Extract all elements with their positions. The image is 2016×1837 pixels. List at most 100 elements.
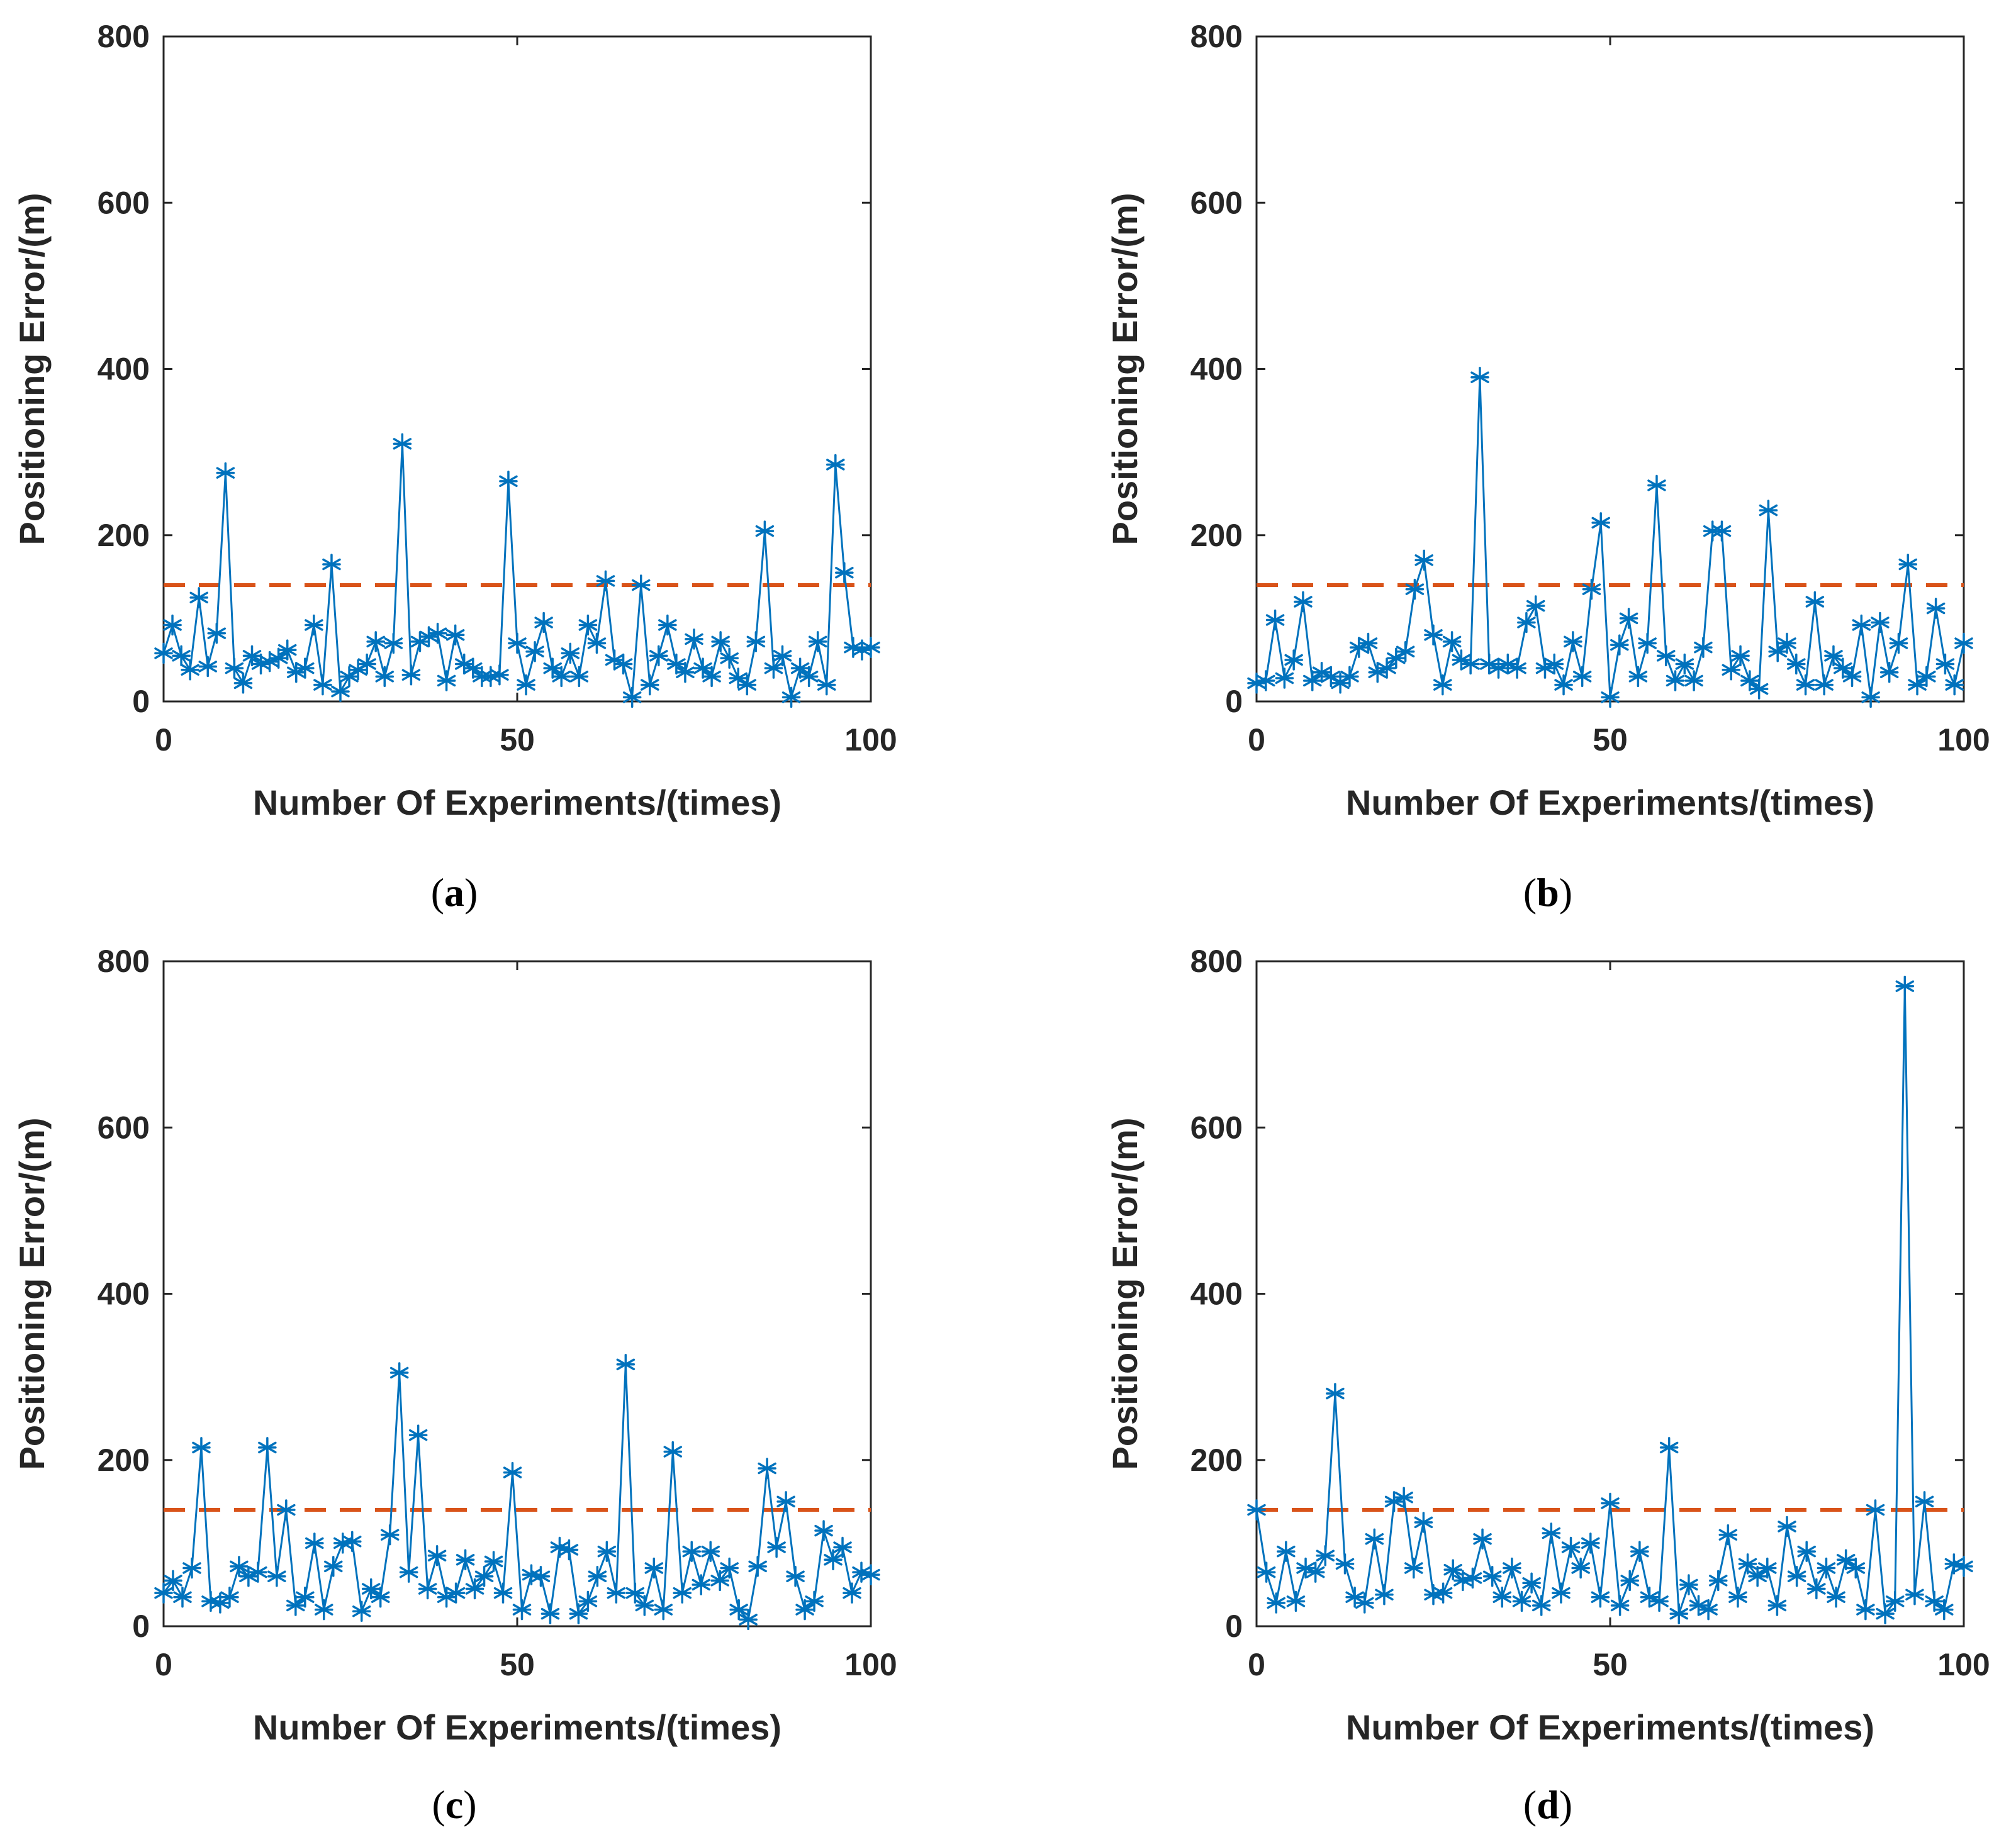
data-point xyxy=(1778,1516,1796,1538)
data-point xyxy=(499,471,518,492)
data-point xyxy=(1866,1499,1885,1521)
data-point xyxy=(198,656,218,678)
data-point xyxy=(230,1556,249,1577)
x-tick-label: 0 xyxy=(1248,1647,1265,1682)
data-point xyxy=(1461,653,1480,675)
data-point xyxy=(1581,1533,1600,1554)
data-point xyxy=(1503,1557,1521,1579)
data-point xyxy=(1954,1556,1973,1577)
data-point xyxy=(764,657,783,679)
data-point xyxy=(225,657,244,679)
y-tick-label: 400 xyxy=(1190,1276,1243,1312)
data-point xyxy=(635,1595,654,1616)
data-point xyxy=(408,1424,428,1446)
data-point xyxy=(746,631,766,652)
data-point xyxy=(220,1587,239,1608)
plot-area xyxy=(162,35,872,703)
data-point xyxy=(1656,645,1676,667)
data-point xyxy=(269,647,288,669)
data-point xyxy=(1846,1557,1866,1579)
x-tick-label: 100 xyxy=(844,1647,897,1682)
data-point xyxy=(1917,666,1936,688)
data-point xyxy=(1915,1491,1934,1512)
data-point xyxy=(340,666,359,688)
chart-panel-b: 0 200 400 600 800 0 50 100 Number Of Experiments… xyxy=(1105,19,1990,915)
data-point xyxy=(1856,1599,1875,1621)
y-tick-label: 800 xyxy=(98,944,150,979)
data-point xyxy=(767,1536,786,1558)
data-point xyxy=(1824,645,1843,667)
data-point xyxy=(154,642,173,664)
y-tick-label: 600 xyxy=(1190,185,1243,220)
data-point xyxy=(445,624,465,646)
data-point xyxy=(1749,678,1769,700)
data-point xyxy=(663,1441,683,1463)
data-point xyxy=(531,1565,551,1587)
data-point xyxy=(1740,670,1759,691)
data-point xyxy=(693,657,712,679)
data-point xyxy=(711,631,730,652)
data-point xyxy=(685,628,703,650)
y-tick-label: 200 xyxy=(1190,1443,1243,1478)
data-point xyxy=(286,1595,305,1616)
data-point xyxy=(1778,632,1796,654)
data-point xyxy=(484,1551,503,1572)
data-point xyxy=(1738,1553,1757,1575)
data-point xyxy=(1375,1584,1394,1605)
data-point xyxy=(323,1556,343,1577)
data-point xyxy=(216,462,235,484)
data-point xyxy=(613,653,633,675)
data-point xyxy=(1815,674,1834,696)
data-point xyxy=(331,681,350,702)
y-tick-label: 0 xyxy=(1225,1609,1243,1644)
data-point xyxy=(1945,674,1964,696)
data-point xyxy=(1267,1592,1286,1614)
data-point xyxy=(1689,1595,1708,1616)
data-point xyxy=(676,662,695,683)
data-point xyxy=(1517,611,1536,634)
data-point xyxy=(1833,657,1852,679)
data-point xyxy=(211,1592,230,1614)
data-point xyxy=(737,674,757,696)
plot-area xyxy=(1255,960,1965,1628)
y-tick-label: 0 xyxy=(1225,684,1243,719)
data-point xyxy=(1731,645,1750,667)
data-point xyxy=(1265,609,1285,631)
data-point xyxy=(1365,1528,1384,1550)
data-point xyxy=(164,1570,182,1592)
data-point xyxy=(1306,1561,1325,1583)
data-point xyxy=(1591,1587,1610,1608)
data-point xyxy=(702,666,721,688)
data-point xyxy=(474,1565,494,1587)
data-point xyxy=(1876,1603,1895,1624)
data-point xyxy=(682,1541,702,1562)
data-point xyxy=(1463,1567,1482,1589)
data-point xyxy=(1934,1599,1954,1621)
data-point xyxy=(1256,670,1275,691)
data-point xyxy=(463,657,483,679)
data-point xyxy=(720,647,739,669)
data-point xyxy=(1669,1603,1689,1624)
data-point xyxy=(1708,1570,1728,1592)
chart-panel-d: 0 200 400 600 800 0 50 100 Number Of Experiments… xyxy=(1105,944,1990,1827)
data-point xyxy=(569,666,589,688)
series-line xyxy=(162,1364,871,1622)
data-point xyxy=(1889,632,1908,654)
data-point xyxy=(578,614,598,636)
data-point xyxy=(569,1603,588,1624)
x-axis-title: Number Of Experiments/(times) xyxy=(1346,1707,1874,1747)
data-point xyxy=(1827,1587,1845,1608)
data-point xyxy=(1722,659,1741,681)
data-point xyxy=(1842,666,1862,688)
data-point xyxy=(654,1599,673,1621)
data-point xyxy=(1247,1499,1266,1521)
y-tick-label: 400 xyxy=(98,352,150,387)
data-point xyxy=(437,670,456,691)
data-point xyxy=(559,1539,579,1561)
data-point xyxy=(305,614,323,636)
data-point xyxy=(861,637,880,658)
data-point xyxy=(446,1582,466,1604)
data-point xyxy=(616,1354,636,1375)
data-point xyxy=(512,1599,532,1621)
data-point xyxy=(1433,1582,1453,1604)
